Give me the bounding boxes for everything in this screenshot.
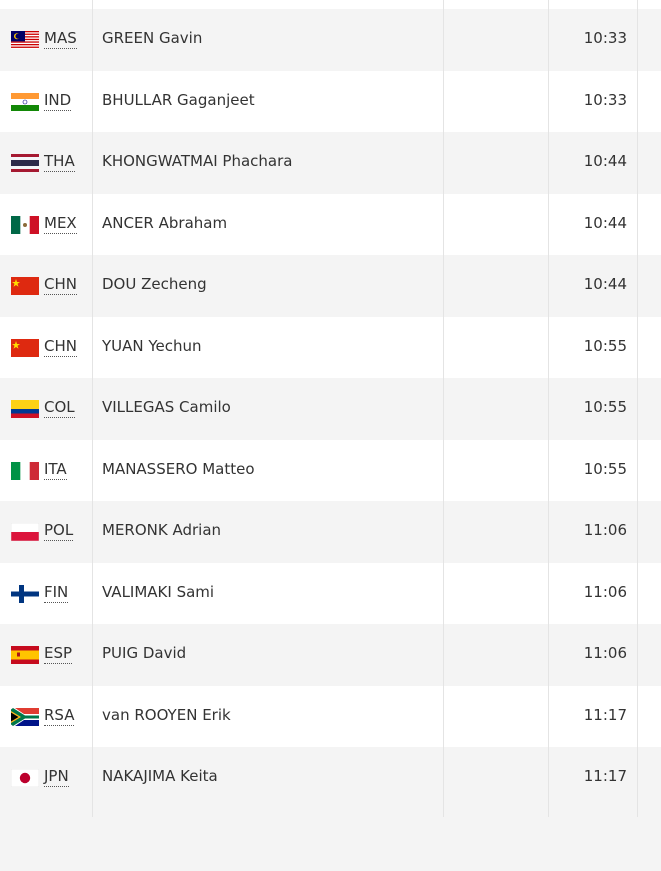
country-code: CHN (44, 275, 77, 295)
country-code: MAS (44, 29, 77, 49)
row: RSA van ROOYEN Erik 11:17 (0, 686, 661, 748)
player-name: PUIG David (102, 644, 187, 662)
tee-time: 10:33 (583, 29, 627, 47)
row: ITA MANASSERO Matteo 10:55 (0, 440, 661, 502)
flag (11, 400, 39, 418)
country-code: CHN (44, 336, 77, 357)
flag (11, 154, 39, 172)
player-name: VALIMAKI Sami (102, 582, 215, 601)
flag (11, 31, 39, 49)
country-code: ESP (44, 644, 73, 664)
country-code: MEX (44, 213, 77, 234)
row: MAS GREEN Gavin 10:33 (0, 9, 661, 71)
flag (11, 584, 39, 603)
flag (11, 707, 39, 726)
row: FIN VALIMAKI Sami 11:06 (0, 563, 661, 625)
country-code: ITA (44, 459, 67, 480)
country-code: POL (44, 521, 74, 541)
tee-time: 10:44 (583, 275, 627, 293)
flag (11, 523, 39, 541)
player-name: van ROOYEN Erik (102, 705, 231, 724)
flag (11, 646, 39, 664)
player-name: GREEN Gavin (102, 29, 203, 47)
player-name: MERONK Adrian (102, 521, 222, 539)
player-name: DOU Zecheng (102, 275, 207, 293)
flag (11, 92, 39, 111)
flag (11, 769, 39, 787)
tee-time: 10:55 (583, 398, 627, 416)
player-name: YUAN Yechun (102, 336, 202, 355)
row: JPN NAKAJIMA Keita 11:17 (0, 747, 661, 809)
row: CHN DOU Zecheng 10:44 (0, 255, 661, 317)
row: IND BHULLAR Gaganjeet 10:33 (0, 71, 661, 133)
row-partial (0, 809, 661, 871)
country-code: THA (44, 152, 75, 172)
row: MEX ANCER Abraham 10:44 (0, 194, 661, 256)
tee-time: 10:55 (583, 336, 627, 355)
country-code: IND (44, 90, 72, 111)
row: COL VILLEGAS Camilo 10:55 (0, 378, 661, 440)
tee-time: 11:06 (583, 521, 627, 539)
tee-time: 10:44 (583, 152, 627, 170)
tee-time: 11:06 (583, 644, 627, 662)
tee-time: 10:44 (583, 213, 627, 232)
tee-time: 10:55 (583, 459, 627, 478)
tee-time: 11:17 (583, 767, 627, 785)
column-divider (92, 0, 93, 817)
country-code: JPN (44, 767, 69, 787)
flag (11, 277, 39, 295)
row: ESP PUIG David 11:06 (0, 624, 661, 686)
tee-time: 11:06 (583, 582, 627, 601)
country-code: COL (44, 398, 75, 418)
country-code: FIN (44, 582, 69, 603)
player-name: VILLEGAS Camilo (102, 398, 231, 416)
flag (11, 338, 39, 357)
row: CHN YUAN Yechun 10:55 (0, 317, 661, 379)
player-name: KHONGWATMAI Phachara (102, 152, 293, 170)
player-name: NAKAJIMA Keita (102, 767, 218, 785)
column-divider (548, 0, 549, 817)
column-divider (443, 0, 444, 817)
player-name: BHULLAR Gaganjeet (102, 90, 255, 109)
country-code: RSA (44, 705, 75, 726)
tee-time: 11:17 (583, 705, 627, 724)
row: THA KHONGWATMAI Phachara 10:44 (0, 132, 661, 194)
flag (11, 461, 39, 480)
flag (11, 215, 39, 234)
column-divider (637, 0, 638, 817)
player-name: MANASSERO Matteo (102, 459, 255, 478)
player-name: ANCER Abraham (102, 213, 228, 232)
tee-time: 10:33 (583, 90, 627, 109)
row: POL MERONK Adrian 11:06 (0, 501, 661, 563)
